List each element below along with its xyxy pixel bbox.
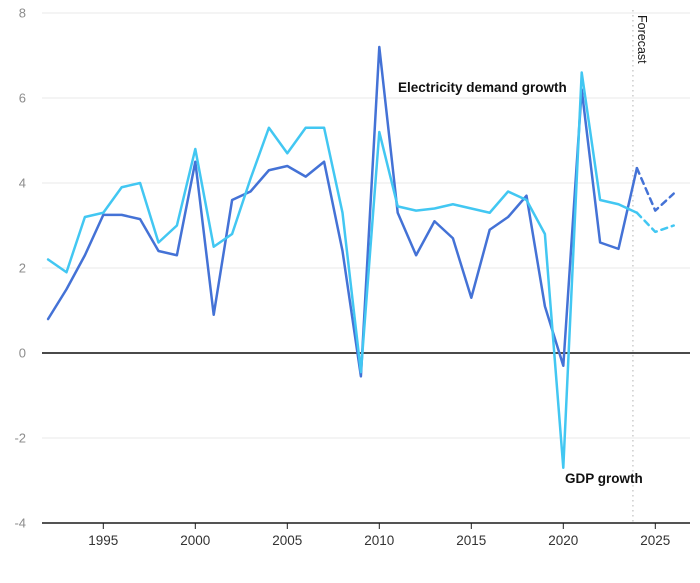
x-tick-label-2020: 2020 [548,533,578,548]
electricity-line-forecast [635,166,675,212]
y-tick-label-0: 0 [19,346,26,361]
x-tick-label-2000: 2000 [180,533,210,548]
gdp-line-forecast [635,211,675,234]
y-tick-label-2: 2 [19,261,26,276]
x-tick-label-1995: 1995 [88,533,118,548]
y-tick-label-6: 6 [19,91,26,106]
y-tick-label--4: -4 [14,516,26,531]
y-tick-label-8: 8 [19,6,26,21]
y-tick-label--2: -2 [14,431,26,446]
forecast-label: Forecast [635,15,649,64]
y-tick-label-4: 4 [19,176,26,191]
frame-border-bottom [0,578,695,581]
x-tick-label-2010: 2010 [364,533,394,548]
x-tick-label-2005: 2005 [272,533,302,548]
x-tick-label-2025: 2025 [640,533,670,548]
gdp-growth-label: GDP growth [565,471,643,486]
electricity-line-historical [46,45,639,378]
electricity-demand-growth-label: Electricity demand growth [398,80,567,95]
x-tick-label-2015: 2015 [456,533,486,548]
gdp-line-historical [46,71,639,469]
frame-border-right [692,0,695,581]
